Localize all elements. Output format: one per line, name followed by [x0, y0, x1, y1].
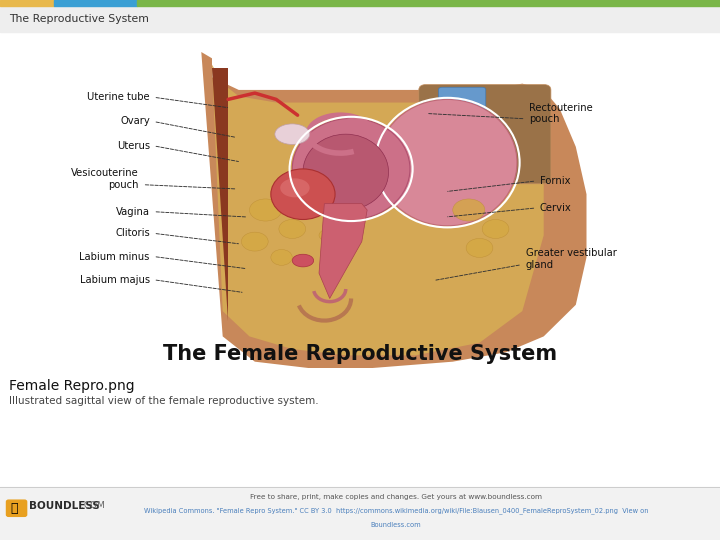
Text: Uterine tube: Uterine tube [87, 92, 150, 102]
Ellipse shape [482, 219, 509, 239]
Text: Free to share, print, make copies and changes. Get yours at www.boundless.com: Free to share, print, make copies and ch… [250, 494, 542, 500]
PathPatch shape [212, 68, 228, 321]
Text: The Female Reproductive System: The Female Reproductive System [163, 343, 557, 364]
Bar [137, 0, 720, 6]
Ellipse shape [271, 249, 292, 265]
PathPatch shape [202, 52, 587, 368]
Ellipse shape [271, 169, 335, 219]
Ellipse shape [453, 199, 485, 221]
Ellipse shape [292, 118, 410, 219]
Text: 🌿: 🌿 [10, 502, 17, 515]
Text: .COM: .COM [81, 501, 104, 510]
Text: BOUNDLESS: BOUNDLESS [29, 501, 99, 510]
FancyBboxPatch shape [419, 85, 551, 184]
Text: Female Repro.png: Female Repro.png [9, 379, 134, 393]
Text: Fornix: Fornix [540, 176, 570, 186]
Ellipse shape [303, 134, 389, 210]
Ellipse shape [279, 219, 305, 239]
Bar [0, 32, 720, 487]
Text: Labium minus: Labium minus [79, 252, 150, 261]
Ellipse shape [292, 254, 314, 267]
PathPatch shape [212, 65, 544, 355]
Text: Greater vestibular
gland: Greater vestibular gland [526, 248, 616, 270]
Bar [54, 0, 137, 6]
Text: Wikipedia Commons. "Female Repro System." CC BY 3.0  https://commons.wikimedia.o: Wikipedia Commons. "Female Repro System.… [144, 508, 648, 514]
Text: Clitoris: Clitoris [115, 228, 150, 238]
Text: Rectouterine
pouch: Rectouterine pouch [529, 103, 593, 124]
Text: Boundless.com: Boundless.com [371, 522, 421, 528]
PathPatch shape [319, 204, 367, 299]
Ellipse shape [319, 229, 341, 241]
Text: Uterus: Uterus [117, 141, 150, 151]
Text: Cervix: Cervix [540, 203, 572, 213]
Text: Ovary: Ovary [120, 117, 150, 126]
Text: Vagina: Vagina [116, 207, 150, 217]
Ellipse shape [280, 178, 310, 197]
Bar [0, 6, 720, 32]
Ellipse shape [275, 124, 310, 144]
Text: Illustrated sagittal view of the female reproductive system.: Illustrated sagittal view of the female … [9, 396, 318, 406]
Ellipse shape [466, 239, 493, 258]
FancyBboxPatch shape [438, 87, 486, 137]
Text: The Reproductive System: The Reproductive System [9, 15, 148, 24]
Text: Vesicouterine
pouch: Vesicouterine pouch [71, 168, 139, 190]
Bar [0, 487, 720, 540]
Text: Labium majus: Labium majus [80, 275, 150, 285]
Ellipse shape [249, 199, 282, 221]
Ellipse shape [378, 99, 517, 226]
Bar [0, 0, 54, 6]
FancyBboxPatch shape [6, 500, 27, 516]
Bar [105, 52, 640, 368]
Ellipse shape [241, 232, 268, 251]
